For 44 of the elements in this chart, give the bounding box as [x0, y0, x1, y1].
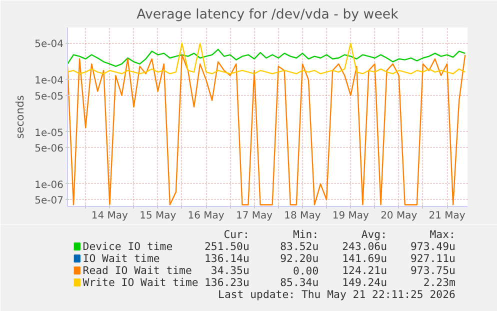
text: 243.06u [342, 240, 388, 253]
text: 0.00 [292, 264, 319, 278]
text: 34.35u [210, 264, 250, 277]
text: 124.21u [342, 264, 388, 277]
y-tick-label: 1e-06 [34, 180, 64, 191]
text: 85.34u [280, 276, 319, 289]
text: Min: [292, 228, 319, 241]
text: 136.14u [204, 252, 250, 265]
line-series [68, 42, 466, 74]
y-tick-label: 1e-04 [34, 76, 64, 87]
text: Avg: [361, 228, 388, 241]
legend-label: Device IO time [82, 240, 173, 253]
legend-label: Write IO Wait time [82, 276, 198, 289]
y-tick-label: 5e-06 [34, 144, 64, 155]
x-tick-label: 17 May [236, 210, 273, 222]
x-tick-label: 19 May [332, 210, 370, 222]
x-tick-label: 15 May [140, 210, 176, 222]
text: 141.69u [342, 252, 388, 265]
x-tick-label: 18 May [284, 210, 321, 222]
text: 2.23m [423, 276, 456, 289]
text: 149.24u [342, 276, 388, 289]
x-tick-label: 16 May [188, 210, 224, 222]
text: 251.50u [204, 240, 250, 253]
text: 927.11u [410, 252, 456, 265]
x-tick-label: 20 May [380, 210, 418, 222]
y-tick-label: 5e-07 [34, 196, 64, 207]
y-tick-label: 5e-04 [34, 39, 64, 50]
text: 92.20u [280, 252, 319, 265]
text: Last update: Thu May 21 22:11:25 2026 [218, 288, 456, 301]
text: Max: [430, 228, 456, 241]
text: 973.75u [410, 264, 456, 277]
y-tick-label: 1e-05 [34, 128, 64, 139]
line-series [68, 48, 466, 67]
y-axis-title: seconds [14, 94, 27, 139]
text: Cur: [224, 228, 250, 241]
chart-title: Average latency for /dev/vda - by week [136, 8, 399, 22]
legend-label: IO Wait time [82, 252, 160, 265]
text: 136.23u [204, 276, 250, 289]
x-tick-label: 14 May [91, 210, 128, 222]
legend-label: Read IO Wait time [82, 264, 192, 277]
text: 83.52u [280, 240, 319, 253]
y-tick-label: 5e-05 [34, 91, 64, 102]
x-tick-label: 21 May [428, 210, 466, 222]
text: 973.49u [410, 240, 456, 253]
